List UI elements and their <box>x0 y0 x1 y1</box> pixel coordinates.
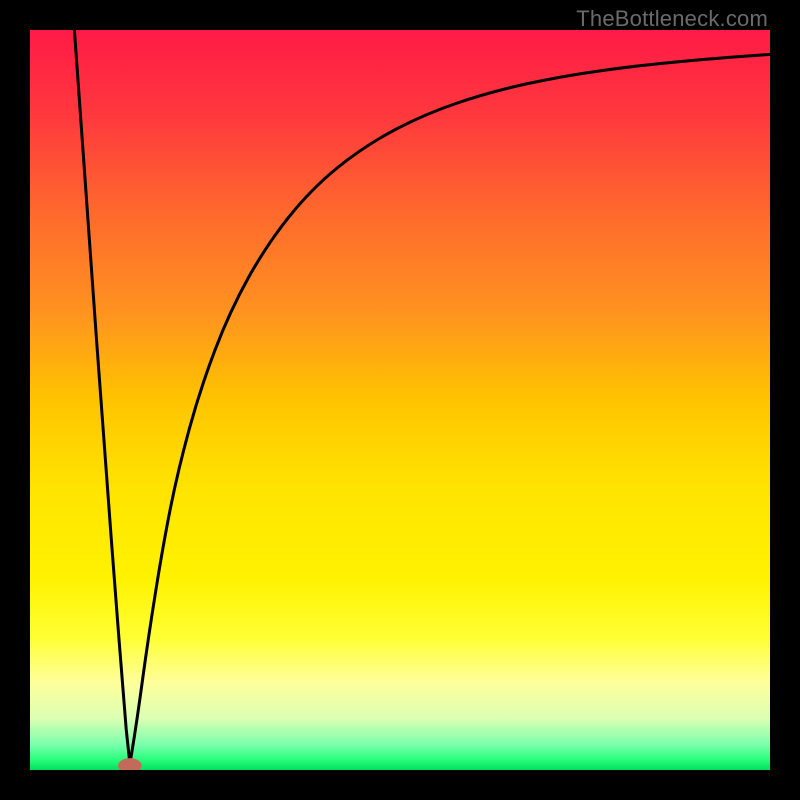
plot-area <box>30 30 770 770</box>
watermark-label: TheBottleneck.com <box>576 6 768 32</box>
minimum-marker <box>118 758 142 770</box>
chart-frame: TheBottleneck.com <box>0 0 800 800</box>
bottleneck-curve <box>30 30 770 770</box>
